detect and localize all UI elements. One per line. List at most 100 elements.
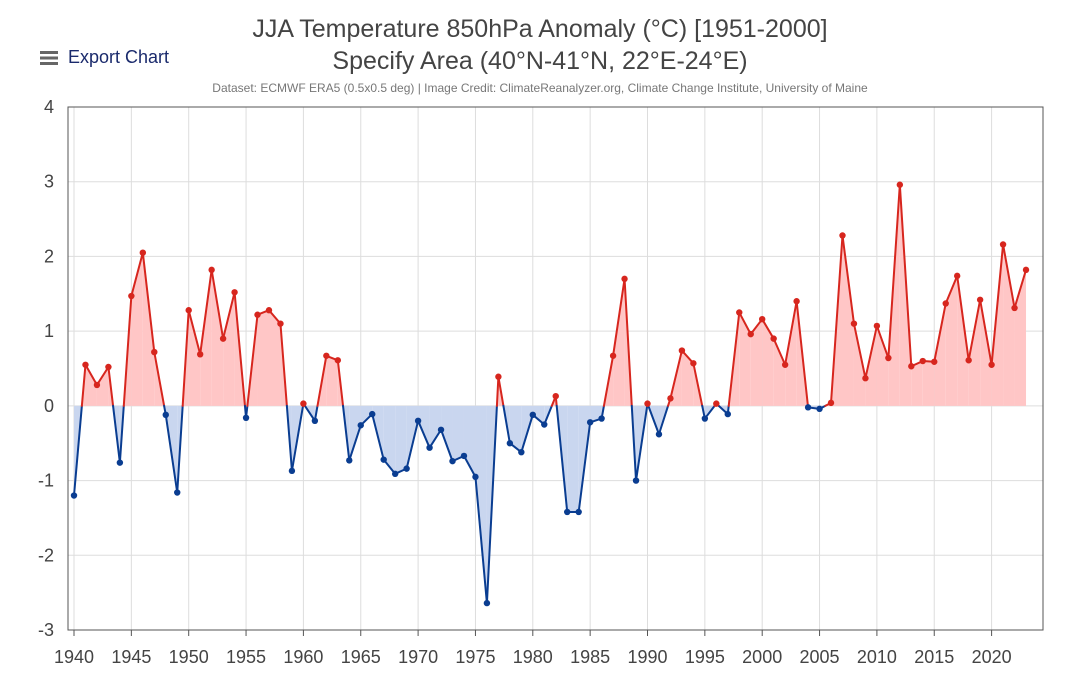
- data-point[interactable]: [862, 375, 869, 382]
- data-point[interactable]: [747, 330, 754, 338]
- data-point[interactable]: [827, 399, 835, 407]
- data-point[interactable]: [999, 241, 1007, 248]
- data-point[interactable]: [472, 473, 479, 481]
- data-point[interactable]: [667, 395, 674, 402]
- positive-area: [613, 278, 625, 406]
- data-point[interactable]: [873, 322, 881, 330]
- data-point[interactable]: [82, 361, 89, 368]
- data-point[interactable]: [1011, 304, 1018, 312]
- data-point[interactable]: [277, 320, 284, 327]
- data-point[interactable]: [437, 426, 445, 433]
- data-point[interactable]: [185, 307, 192, 314]
- data-point[interactable]: [988, 361, 995, 368]
- data-point[interactable]: [483, 599, 491, 607]
- positive-line-segment: [727, 311, 741, 407]
- data-point[interactable]: [105, 363, 112, 371]
- data-point[interactable]: [804, 404, 812, 411]
- data-point[interactable]: [506, 440, 514, 447]
- positive-line-segment: [1002, 243, 1016, 309]
- data-point[interactable]: [495, 373, 502, 380]
- data-point[interactable]: [403, 465, 410, 472]
- data-point[interactable]: [931, 358, 938, 365]
- data-point[interactable]: [93, 381, 101, 389]
- negative-line-segment: [290, 404, 305, 472]
- data-point[interactable]: [644, 400, 651, 407]
- data-point[interactable]: [162, 411, 169, 419]
- data-point[interactable]: [369, 410, 376, 418]
- data-point[interactable]: [460, 452, 468, 460]
- chart-title: JJA Temperature 850hPa Anomaly (°C) [195…: [252, 15, 827, 43]
- positive-line-segment: [623, 277, 633, 407]
- data-point[interactable]: [621, 275, 628, 283]
- data-point[interactable]: [816, 405, 823, 413]
- data-point[interactable]: [265, 307, 273, 314]
- data-point[interactable]: [518, 448, 525, 456]
- positive-line-segment: [612, 277, 626, 357]
- data-point[interactable]: [346, 457, 353, 464]
- data-point[interactable]: [598, 415, 605, 422]
- positive-area: [957, 275, 969, 406]
- data-point[interactable]: [242, 414, 250, 422]
- data-point[interactable]: [724, 410, 731, 418]
- data-point[interactable]: [116, 459, 124, 466]
- data-point[interactable]: [850, 320, 858, 327]
- data-point[interactable]: [426, 444, 433, 451]
- data-point[interactable]: [151, 348, 158, 356]
- data-point[interactable]: [311, 417, 319, 424]
- data-point[interactable]: [839, 232, 846, 239]
- data-point[interactable]: [953, 272, 961, 280]
- data-point[interactable]: [976, 296, 984, 303]
- data-point[interactable]: [965, 357, 972, 364]
- data-point[interactable]: [231, 289, 238, 296]
- data-point[interactable]: [541, 421, 548, 428]
- data-point[interactable]: [128, 292, 135, 300]
- data-point[interactable]: [896, 181, 904, 188]
- positive-line-segment: [497, 375, 505, 407]
- export-chart-button[interactable]: Export Chart: [40, 47, 169, 68]
- data-point[interactable]: [632, 477, 640, 484]
- data-point[interactable]: [701, 415, 709, 422]
- data-point[interactable]: [770, 335, 777, 342]
- data-point[interactable]: [414, 417, 422, 424]
- data-point[interactable]: [575, 508, 582, 516]
- data-point[interactable]: [357, 422, 364, 429]
- data-point[interactable]: [564, 508, 571, 516]
- data-point[interactable]: [690, 360, 697, 367]
- data-point[interactable]: [736, 309, 743, 316]
- data-point[interactable]: [449, 457, 456, 465]
- data-point[interactable]: [70, 492, 78, 499]
- data-point[interactable]: [908, 363, 915, 370]
- data-point[interactable]: [552, 392, 559, 400]
- data-point[interactable]: [391, 470, 399, 478]
- data-point[interactable]: [334, 357, 342, 364]
- negative-area: [509, 405, 522, 453]
- data-point[interactable]: [254, 311, 261, 318]
- data-point[interactable]: [139, 249, 147, 256]
- data-point[interactable]: [529, 411, 536, 419]
- data-point[interactable]: [678, 347, 686, 354]
- data-point[interactable]: [942, 300, 949, 307]
- data-point[interactable]: [793, 298, 800, 305]
- negative-line-segment: [73, 404, 83, 497]
- data-point[interactable]: [781, 361, 789, 368]
- data-point[interactable]: [609, 352, 617, 359]
- data-point[interactable]: [174, 489, 181, 496]
- positive-line-segment: [316, 354, 328, 407]
- data-point[interactable]: [196, 351, 204, 358]
- data-point[interactable]: [713, 400, 720, 407]
- data-point[interactable]: [655, 431, 663, 438]
- data-point[interactable]: [219, 335, 227, 342]
- data-point[interactable]: [885, 354, 892, 362]
- data-point[interactable]: [300, 400, 307, 407]
- positive-area: [911, 361, 923, 406]
- positive-area: [85, 364, 97, 406]
- x-tick-label: 2020: [972, 647, 1012, 667]
- data-point[interactable]: [1022, 266, 1030, 274]
- data-point[interactable]: [919, 357, 926, 365]
- data-point[interactable]: [208, 266, 215, 274]
- data-point[interactable]: [586, 419, 594, 426]
- data-point[interactable]: [759, 315, 766, 323]
- data-point[interactable]: [323, 352, 330, 359]
- data-point[interactable]: [380, 456, 387, 463]
- data-point[interactable]: [288, 467, 296, 475]
